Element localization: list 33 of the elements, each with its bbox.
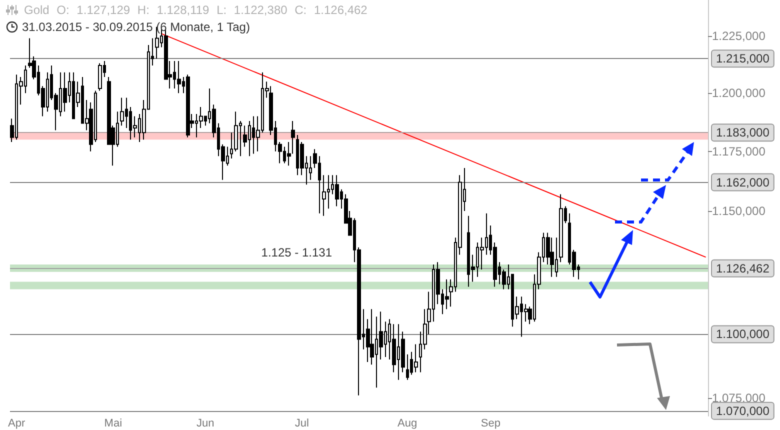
candlestick xyxy=(414,344,418,373)
y-tick-label: 1.075,000 xyxy=(712,390,766,405)
candlestick xyxy=(177,60,181,94)
y-tick-label: 1.200,000 xyxy=(712,86,766,100)
ref-line-label: 1.162,000 xyxy=(716,175,770,190)
x-tick-label: Aug xyxy=(398,418,418,430)
candlestick xyxy=(335,174,339,207)
x-tick-label: Jun xyxy=(196,418,214,430)
ref-line-label: 1.126,462 xyxy=(716,261,770,276)
ref-line-label: 1.215,000 xyxy=(716,52,770,66)
candlestick xyxy=(120,97,124,126)
ref-line-label: 1.100,000 xyxy=(716,327,770,342)
x-tick-label: Apr xyxy=(8,418,26,430)
y-tick-label: 1.225,000 xyxy=(712,28,766,43)
candlestick xyxy=(550,237,554,278)
y-tick-label: 1.150,000 xyxy=(712,204,766,218)
x-tick-label: Mai xyxy=(104,418,122,430)
candlestick xyxy=(98,62,102,92)
candlestick xyxy=(406,354,409,380)
ref-line-label: 1.070,000 xyxy=(716,404,770,418)
candlestick xyxy=(63,72,67,112)
chart-title: Gold O: 1.127,129 H: 1.128,119 L: 1.122,380 C: 1.126,462 xyxy=(24,3,368,17)
x-tick-label: Jul xyxy=(294,418,309,430)
x-tick-label: Sep xyxy=(480,418,500,430)
band-label: 1.125 - 1.131 xyxy=(261,246,332,260)
candlestick xyxy=(309,156,312,180)
candlestick xyxy=(559,194,563,263)
candlestick xyxy=(322,174,326,216)
ref-line-label: 1.183,000 xyxy=(716,126,770,140)
y-tick-label: 1.175,000 xyxy=(712,144,766,158)
text: 31.03.2015 - 30.09.2015 (6 Monate, 1 Tag) xyxy=(22,20,250,34)
candlestick xyxy=(445,278,449,310)
candlestick xyxy=(186,74,190,138)
